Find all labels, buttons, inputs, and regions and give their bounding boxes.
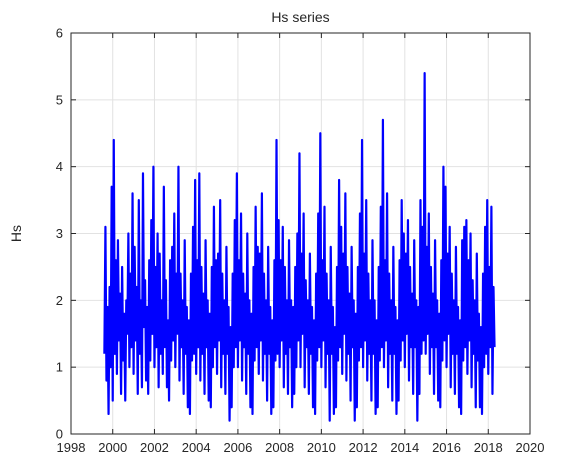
x-tick-label-2: 2002 xyxy=(140,440,169,455)
y-tick-label-5: 5 xyxy=(56,92,63,107)
y-axis-ticks: 0 1 2 3 4 5 6 xyxy=(56,26,530,442)
y-tick-label-6: 6 xyxy=(56,26,63,41)
x-tick-label-9: 2016 xyxy=(432,440,461,455)
y-tick-label-1: 1 xyxy=(56,360,63,375)
x-tick-label-4: 2006 xyxy=(223,440,252,455)
x-tick-label-7: 2012 xyxy=(349,440,378,455)
y-tick-label-3: 3 xyxy=(56,226,63,241)
x-tick-label-5: 2008 xyxy=(265,440,294,455)
y-tick-label-2: 2 xyxy=(56,293,63,308)
x-axis-ticks: 1998 2000 2002 2004 2006 2008 2010 2012 2014 2016… xyxy=(57,33,545,455)
series-layer xyxy=(103,72,496,422)
x-tick-label-10: 2018 xyxy=(474,440,503,455)
y-tick-label-4: 4 xyxy=(56,159,63,174)
x-tick-label-11: 2020 xyxy=(516,440,545,455)
chart-title: Hs series xyxy=(271,9,329,25)
y-axis-title: Hs xyxy=(8,225,24,242)
series-line-0 xyxy=(103,72,496,422)
x-tick-label-8: 2014 xyxy=(390,440,419,455)
y-tick-label-0: 0 xyxy=(56,427,63,442)
x-tick-label-3: 2004 xyxy=(182,440,211,455)
x-tick-label-0: 1998 xyxy=(57,440,86,455)
x-tick-label-6: 2010 xyxy=(307,440,336,455)
x-tick-label-1: 2000 xyxy=(98,440,127,455)
